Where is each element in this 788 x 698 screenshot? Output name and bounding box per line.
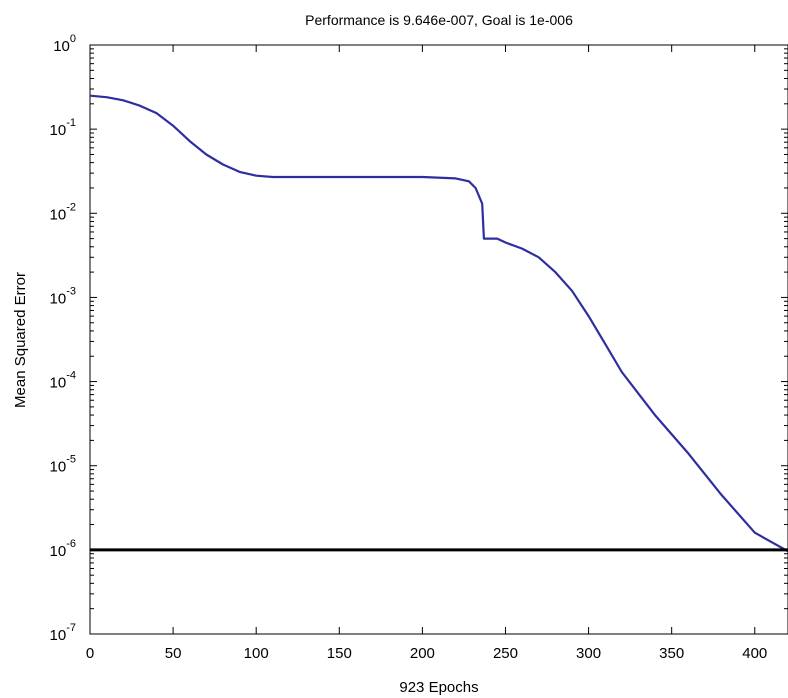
y-axis-label: Mean Squared Error (12, 272, 29, 408)
y-tick-label: 10-5 (50, 454, 76, 476)
chart-title: Performance is 9.646e-007, Goal is 1e-00… (305, 12, 573, 28)
y-tick-label: 10-4 (50, 370, 76, 392)
y-tick-label: 10-7 (50, 622, 76, 644)
y-tick-base: 10 (50, 375, 67, 392)
y-tick-base: 10 (50, 290, 67, 307)
performance-line (89, 94, 788, 553)
x-tick-label: 0 (86, 645, 94, 662)
y-tick-exponent: 0 (70, 33, 76, 45)
plot-area (89, 44, 788, 635)
y-tick-base: 10 (50, 627, 67, 644)
y-tick-base: 10 (50, 543, 67, 560)
x-tick-label: 350 (659, 645, 684, 662)
y-tick-base: 10 (50, 122, 67, 139)
y-tick-exponent: -3 (66, 285, 76, 297)
y-tick-label: 10-3 (50, 285, 76, 307)
y-tick-base: 10 (50, 459, 67, 476)
x-tick-label: 300 (576, 645, 601, 662)
y-tick-exponent: -2 (66, 201, 76, 213)
x-tick-label: 200 (410, 645, 435, 662)
y-tick-label: 10-1 (50, 117, 76, 139)
y-tick-label: 100 (53, 33, 76, 55)
x-tick-label: 150 (327, 645, 352, 662)
y-tick-label: 10-6 (50, 538, 76, 560)
y-tick-base: 10 (53, 38, 70, 55)
x-tick-label: 400 (742, 645, 767, 662)
y-tick-exponent: -4 (66, 370, 76, 382)
x-tick-label: 250 (493, 645, 518, 662)
x-tick-label: 100 (244, 645, 269, 662)
y-tick-base: 10 (50, 206, 67, 223)
x-tick-label: 50 (165, 645, 182, 662)
y-tick-exponent: -6 (66, 538, 76, 550)
x-axis-label: 923 Epochs (399, 679, 478, 696)
y-tick-exponent: -7 (66, 622, 76, 634)
y-tick-exponent: -1 (66, 117, 76, 129)
y-tick-exponent: -5 (66, 454, 76, 466)
y-tick-label: 10-2 (50, 201, 76, 223)
